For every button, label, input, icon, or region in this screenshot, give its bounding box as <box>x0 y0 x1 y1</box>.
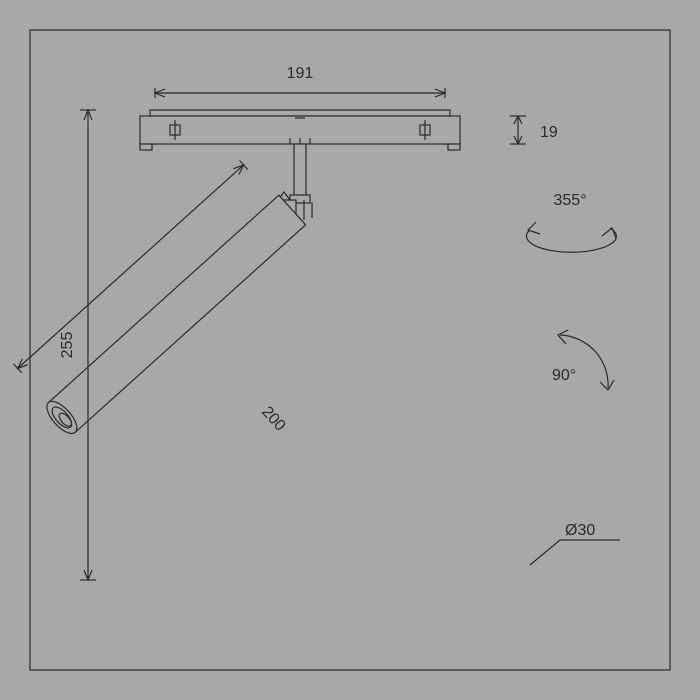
dim-tube-length-label: 200 <box>258 403 289 434</box>
stem <box>290 144 310 203</box>
spotlight-assembly <box>42 192 312 438</box>
dim-tube-diameter <box>530 540 620 565</box>
dim-track-height <box>510 116 526 144</box>
dim-track-width <box>155 88 445 98</box>
dim-tube-diameter-label: Ø30 <box>565 522 595 539</box>
dim-track-height-label: 19 <box>540 124 558 141</box>
rotation-horizontal-label: 355° <box>553 192 586 209</box>
rotation-horizontal <box>526 222 616 252</box>
technical-drawing: 191 19 <box>0 0 700 700</box>
dim-total-height <box>80 110 96 580</box>
rotation-vertical-label: 90° <box>552 367 576 384</box>
dim-track-width-label: 191 <box>287 65 314 82</box>
dim-total-height-label: 255 <box>59 332 76 359</box>
